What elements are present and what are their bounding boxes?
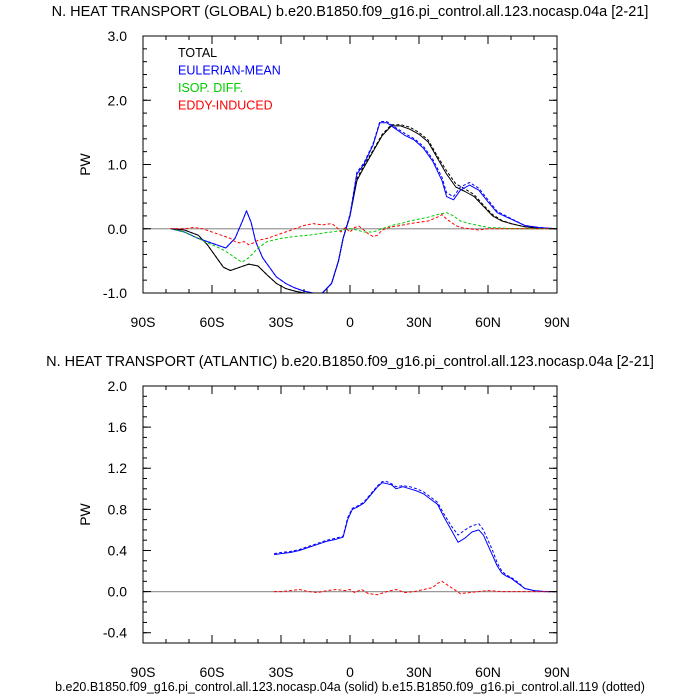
footer-caption: b.e20.B1850.f09_g16.pi_control.all.123.n… bbox=[55, 680, 645, 694]
legend-entry-eulerian-mean: EULERIAN-MEAN bbox=[178, 64, 281, 78]
atlantic-chart-title: N. HEAT TRANSPORT (ATLANTIC) b.e20.B1850… bbox=[46, 354, 654, 370]
global-y-tick-label: 2.0 bbox=[108, 92, 128, 108]
global-y-tick-label: 0.0 bbox=[108, 221, 128, 237]
atlantic-series-eulerian-mean bbox=[274, 482, 557, 593]
atlantic-x-tick-label: 30N bbox=[406, 664, 432, 680]
atlantic-x-tick-label: 60S bbox=[200, 664, 225, 680]
global-y-axis-label: PW bbox=[77, 152, 93, 175]
global-x-tick-label: 0 bbox=[346, 314, 354, 330]
global-y-tick-label: 1.0 bbox=[108, 157, 128, 173]
global-series-eulerian-mean bbox=[170, 122, 557, 293]
atlantic-series-eddy-induced bbox=[274, 580, 557, 596]
legend-entry-eddy-induced: EDDY-INDUCED bbox=[178, 99, 273, 113]
atlantic-y-tick-label: 0.4 bbox=[108, 542, 128, 558]
global-y-tick-label: -1.0 bbox=[103, 285, 127, 301]
atlantic-y-tick-label: 0.0 bbox=[108, 584, 128, 600]
atlantic-y-tick-label: 0.8 bbox=[108, 501, 128, 517]
global-chart-title: N. HEAT TRANSPORT (GLOBAL) b.e20.B1850.f… bbox=[51, 4, 649, 20]
atlantic-y-axis-label: PW bbox=[77, 502, 93, 525]
global-x-tick-label: 30S bbox=[269, 314, 294, 330]
global-x-tick-label: 60N bbox=[475, 314, 501, 330]
atlantic-x-tick-label: 90N bbox=[544, 664, 570, 680]
global-series-isop-diff bbox=[170, 212, 557, 263]
atlantic-series-eulerian-mean-dotted bbox=[274, 481, 557, 593]
global-y-tick-label: 3.0 bbox=[108, 28, 128, 44]
atlantic-x-tick-label: 90S bbox=[131, 664, 156, 680]
atlantic-x-tick-label: 30S bbox=[269, 664, 294, 680]
global-legend: TOTAL EULERIAN-MEAN ISOP. DIFF. EDDY-INDUCE… bbox=[178, 46, 281, 113]
legend-entry-total: TOTAL bbox=[178, 46, 217, 60]
atlantic-y-tick-label: -0.4 bbox=[103, 625, 127, 641]
legend-entry-isop-diff: ISOP. DIFF. bbox=[178, 81, 243, 95]
atlantic-y-tick-label: 1.2 bbox=[108, 460, 128, 476]
atlantic-x-tick-label: 0 bbox=[346, 664, 354, 680]
global-x-tick-label: 60S bbox=[200, 314, 225, 330]
global-series-group bbox=[170, 121, 557, 293]
global-x-tick-label: 90S bbox=[131, 314, 156, 330]
atlantic-series-group bbox=[274, 481, 557, 596]
atlantic-y-tick-label: 2.0 bbox=[108, 378, 128, 394]
global-x-tick-label: 30N bbox=[406, 314, 432, 330]
global-series-eddy-induced bbox=[170, 214, 557, 246]
atlantic-x-tick-label: 60N bbox=[475, 664, 501, 680]
atlantic-y-tick-label: 1.6 bbox=[108, 419, 128, 435]
global-x-tick-label: 90N bbox=[544, 314, 570, 330]
